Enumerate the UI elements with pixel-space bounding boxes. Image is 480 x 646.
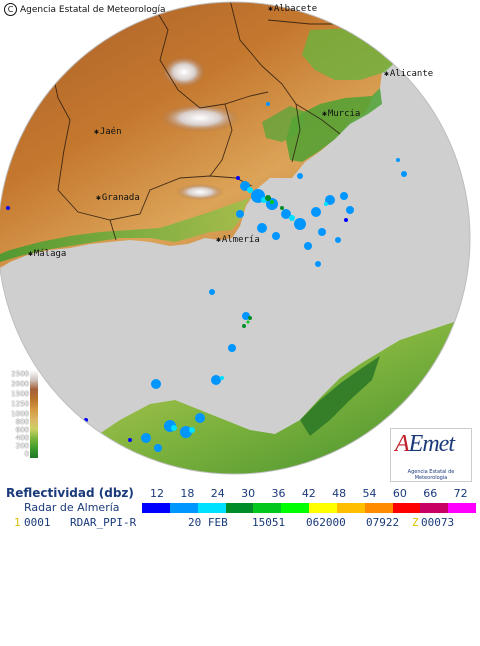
status-code-1: 15051	[252, 516, 286, 529]
legend-tick-label: 54	[362, 487, 377, 500]
logo-wordmark: AEmet	[395, 431, 455, 457]
legend-tick-label: 12	[150, 487, 164, 500]
city-albacete: ✱Albacete	[268, 4, 317, 14]
city-alicante: ✱Alicante	[384, 69, 433, 79]
city-label: Murcia	[327, 109, 361, 119]
status-product: RDAR_PPI-R	[70, 516, 137, 529]
legend-tick-label: 18	[180, 487, 195, 500]
elevation-scale: 2500 2000 1500 1250 1000 800 600 400 200…	[3, 370, 63, 458]
legend-swatch	[281, 503, 310, 513]
legend-tick-label: 66	[423, 487, 438, 500]
legend-swatch	[448, 503, 477, 513]
city-marker-icon: ✱	[94, 127, 99, 136]
city-marker-icon: ✱	[322, 109, 327, 118]
elevation-label: 200	[15, 442, 29, 450]
elevation-color-bar	[30, 370, 38, 458]
city-marker-icon: ✱	[216, 235, 221, 244]
status-code-3: 07922	[366, 516, 400, 529]
legend-tick-label: 24	[210, 487, 225, 500]
elevation-label: 600	[15, 426, 29, 434]
city-murcia: ✱Murcia	[322, 109, 360, 119]
city-marker-icon: ✱	[96, 193, 101, 202]
radar-echoes	[6, 102, 407, 452]
legend-tick-label: 60	[392, 487, 407, 500]
copyright-icon: C	[4, 3, 17, 16]
legend-swatch	[420, 503, 449, 513]
legend-tick-label: 36	[271, 487, 286, 500]
city-label: Almería	[221, 235, 260, 245]
city-marker-icon: ✱	[28, 249, 33, 258]
elevation-label: 1250	[11, 400, 29, 408]
city-marker-icon: ✱	[268, 4, 273, 13]
elevation-title: Orografía (m)	[47, 421, 63, 454]
legend-swatch	[197, 503, 226, 513]
city-marker-icon: ✱	[384, 69, 389, 78]
aemet-logo: AEmet Agencia Estatal de Meteorología	[390, 428, 472, 482]
city-malaga: ✱Málaga	[28, 249, 66, 259]
elevation-label: 1500	[11, 390, 29, 398]
legend-swatch	[225, 503, 254, 513]
legend-tick-label: 30	[241, 487, 256, 500]
legend-ticks: 12 18 24 30 36 42 48 54 60 66 72	[142, 487, 476, 500]
status-prefix: 1	[14, 516, 21, 529]
legend-swatch	[142, 503, 170, 513]
city-granada: ✱Granada	[96, 193, 140, 203]
murcia-lowland	[286, 88, 382, 162]
status-bar: 1 0001 RDAR_PPI-R 20 FEB 15051 062000 07…	[0, 516, 480, 530]
sierra-snow-3	[176, 184, 224, 200]
legend-swatches	[142, 503, 477, 513]
green-patch-center	[262, 106, 306, 142]
logo-subtitle: Agencia Estatal de Meteorología	[407, 469, 455, 481]
status-code-4: 00073	[421, 516, 455, 529]
status-id: 0001	[24, 516, 51, 529]
city-almeria: ✱Almería	[216, 235, 260, 245]
legend-tick-label: 72	[453, 487, 468, 500]
elevation-label: 400	[15, 434, 29, 442]
elevation-label: 0	[24, 450, 29, 458]
legend-tick-label: 42	[301, 487, 316, 500]
legend-swatch	[253, 503, 282, 513]
coastal-lowland	[0, 198, 250, 262]
city-label: Granada	[101, 193, 140, 203]
city-label: Alicante	[389, 69, 434, 79]
city-label: Málaga	[33, 249, 67, 259]
africa-dark-coast	[300, 356, 380, 436]
elevation-label: 1000	[11, 410, 29, 418]
elevation-label: 2500	[11, 370, 29, 378]
radar-map-svg	[0, 1, 471, 475]
city-label: Jaén	[99, 127, 122, 137]
legend-subtitle: Radar de Almería	[24, 501, 120, 514]
legend-tick-label: 48	[332, 487, 347, 500]
legend-title: Reflectividad (dbz)	[6, 486, 134, 500]
elevation-label: 2000	[11, 380, 29, 388]
legend-swatch	[364, 503, 393, 513]
legend-swatch	[392, 503, 421, 513]
legend-swatch	[336, 503, 365, 513]
status-code-4-marker: Z	[412, 516, 419, 529]
sierra-snow-2	[162, 56, 206, 88]
city-jaen: ✱Jaén	[94, 127, 122, 137]
sierra-nevada-snow	[160, 104, 240, 132]
copyright-notice: C Agencia Estatal de Meteorología	[4, 3, 166, 16]
elevation-label: 800	[15, 418, 29, 426]
legend-swatch	[309, 503, 337, 513]
radar-map: C Agencia Estatal de Meteorología ✱Albace…	[0, 1, 472, 482]
agency-name: Agencia Estatal de Meteorología	[20, 5, 166, 15]
radar-range-ring	[0, 1, 471, 475]
city-label: Albacete	[273, 4, 318, 14]
status-code-2: 062000	[306, 516, 346, 529]
status-date: 20 FEB	[188, 516, 228, 529]
legend-swatch	[169, 503, 198, 513]
reflectivity-legend: Reflectividad (dbz) Radar de Almería 12 1…	[0, 482, 480, 516]
